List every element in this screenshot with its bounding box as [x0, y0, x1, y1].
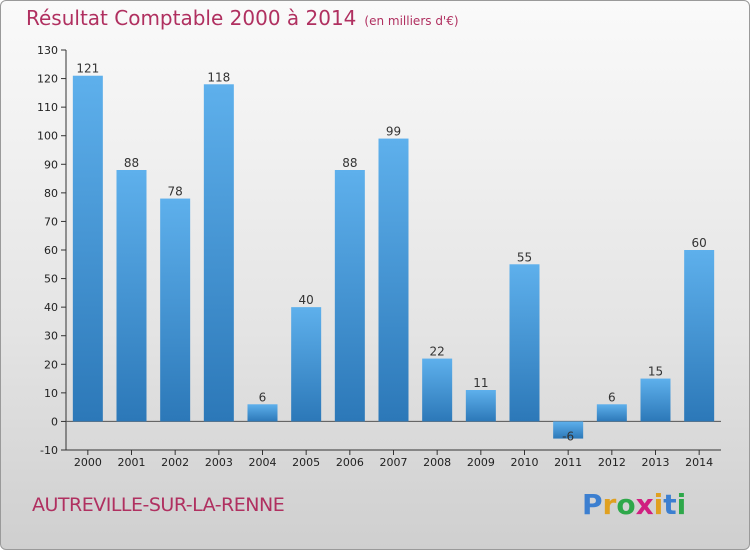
logo-letter: i — [653, 488, 664, 521]
y-tick-label: 130 — [37, 44, 58, 57]
y-tick-label: 50 — [44, 273, 58, 286]
bar — [247, 404, 278, 422]
data-label: 88 — [342, 156, 357, 170]
y-tick-label: 40 — [44, 301, 58, 314]
bar — [509, 264, 540, 422]
bar — [684, 250, 715, 422]
x-tick-label: 2011 — [554, 456, 582, 469]
logo-letter: P — [582, 488, 603, 521]
x-tick-label: 2002 — [161, 456, 189, 469]
x-tick-label: 2003 — [205, 456, 233, 469]
x-tick-label: 2007 — [380, 456, 408, 469]
y-tick-label: 100 — [37, 130, 58, 143]
bar — [334, 170, 365, 422]
data-label: 121 — [76, 62, 99, 76]
y-tick-label: 120 — [37, 73, 58, 86]
x-tick-label: 2005 — [292, 456, 320, 469]
bar — [640, 378, 671, 422]
data-label: 78 — [168, 185, 183, 199]
x-tick-label: 2009 — [467, 456, 495, 469]
logo-letter: t — [663, 488, 677, 521]
x-tick-label: 2014 — [685, 456, 713, 469]
proxiti-logo: Proxiti — [582, 488, 686, 521]
chart-title: Résultat Comptable 2000 à 2014 (en millie… — [26, 6, 459, 30]
y-tick-label: 20 — [44, 358, 58, 371]
x-tick-label: 2013 — [642, 456, 670, 469]
bar — [291, 307, 322, 422]
y-tick-label: 60 — [44, 244, 58, 257]
y-tick-label: 10 — [44, 387, 58, 400]
bar — [596, 404, 627, 422]
y-tick-label: 80 — [44, 187, 58, 200]
bar — [203, 84, 234, 422]
data-label: 99 — [386, 125, 401, 139]
chart-subtitle: (en milliers d'€) — [364, 14, 459, 28]
x-tick-label: 2008 — [423, 456, 451, 469]
bar — [72, 75, 103, 422]
logo-letter: x — [635, 488, 654, 521]
data-label: 118 — [207, 70, 230, 84]
y-tick-label: -10 — [40, 444, 58, 457]
data-label: 22 — [430, 345, 445, 359]
x-tick-label: 2000 — [74, 456, 102, 469]
commune-name: AUTREVILLE-SUR-LA-RENNE — [32, 494, 285, 516]
bar — [422, 358, 453, 422]
x-tick-label: 2006 — [336, 456, 364, 469]
bar — [116, 170, 147, 422]
data-label: 55 — [517, 250, 532, 264]
y-tick-label: 110 — [37, 101, 58, 114]
bar — [553, 421, 584, 439]
data-label: 88 — [124, 156, 139, 170]
data-label: 40 — [299, 293, 314, 307]
x-tick-label: 2001 — [118, 456, 146, 469]
logo-letter: i — [676, 488, 687, 521]
data-label: -6 — [562, 430, 574, 444]
logo-letter: r — [602, 488, 617, 521]
data-label: 6 — [608, 390, 616, 404]
x-tick-label: 2004 — [249, 456, 277, 469]
x-tick-label: 2012 — [598, 456, 626, 469]
bar — [378, 138, 409, 422]
y-tick-label: 0 — [51, 415, 58, 428]
data-label: 15 — [648, 365, 663, 379]
bar — [465, 390, 496, 422]
data-label: 6 — [259, 390, 267, 404]
x-tick-label: 2010 — [511, 456, 539, 469]
bar — [160, 198, 191, 422]
data-label: 60 — [692, 236, 707, 250]
y-tick-label: 30 — [44, 330, 58, 343]
y-tick-label: 70 — [44, 215, 58, 228]
data-label: 11 — [473, 376, 488, 390]
logo-letter: o — [616, 488, 636, 521]
y-tick-label: 90 — [44, 158, 58, 171]
